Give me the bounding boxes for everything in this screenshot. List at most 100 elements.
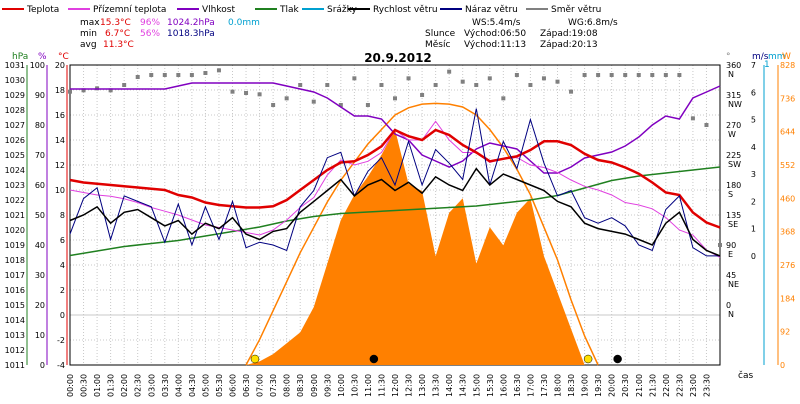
tick-label-hpa: 1018 [5, 256, 25, 265]
stats-min-temp: 6.7°C [105, 29, 130, 39]
x-tick-label: 18:00 [554, 374, 563, 397]
tick-label-direction: 270 [726, 121, 741, 130]
stats-min-press: 1018.3hPa [167, 29, 215, 39]
wind-direction-point [122, 83, 127, 87]
wind-direction-point [176, 73, 181, 77]
tick-label-direction-name: N [728, 70, 734, 79]
tick-label-speed: 7 [751, 61, 756, 70]
x-tick-label: 14:30 [459, 374, 468, 397]
wind-direction-point [81, 88, 86, 93]
wind-direction-point [284, 96, 289, 101]
tick-label-speed: 0 [751, 252, 756, 261]
tick-label-speed: 2 [751, 197, 756, 206]
moonset-marker [613, 354, 622, 364]
tick-label-hpa: 1022 [5, 196, 25, 205]
tick-label-hpa: 1020 [5, 226, 25, 235]
legend-label: Tlak [279, 5, 300, 15]
legend-label: Náraz větru [465, 5, 518, 15]
wind-direction-point [433, 83, 438, 87]
tick-label-hpa: 1011 [5, 361, 25, 370]
wind-direction-point [216, 68, 221, 73]
sunset-marker [583, 354, 593, 364]
tick-label-direction: 45 [726, 271, 736, 280]
x-tick-label: 21:00 [635, 374, 644, 397]
x-tick-label: 00:00 [66, 374, 75, 397]
tick-label-hpa: 1031 [5, 61, 25, 70]
tick-label-hpa: 1012 [5, 346, 25, 355]
wind-direction-point [257, 92, 262, 97]
tick-label-hpa: 1027 [5, 121, 25, 130]
stats-min-hum: 56% [140, 29, 160, 39]
tick-label-solar: 828 [780, 61, 795, 70]
x-tick-label: 23:00 [689, 374, 698, 397]
wind-direction-point [460, 79, 465, 84]
wind-direction-point [514, 73, 519, 77]
axis-hpa-label: hPa [12, 52, 28, 62]
tick-label-temp: 20 [55, 61, 65, 70]
x-tick-label: 04:00 [174, 374, 183, 397]
wind-direction-point [596, 73, 601, 77]
tick-label-temp: 16 [55, 111, 65, 120]
x-tick-label: 07:30 [269, 374, 278, 397]
tick-label-direction-name: N [728, 310, 734, 319]
wind-direction-point [487, 76, 492, 81]
series-humidity-line [70, 82, 721, 174]
tick-label-direction: 0 [726, 301, 731, 310]
sunrise-marker [250, 354, 260, 364]
x-tick-label: 12:30 [405, 374, 414, 397]
wind-direction-point [704, 123, 709, 127]
axis-rain-label: mm [768, 52, 786, 62]
x-tick-label: 02:00 [120, 374, 129, 397]
tick-label-speed: 4 [751, 143, 756, 152]
tick-label-hpa: 1028 [5, 106, 25, 115]
tick-label-direction-name: W [728, 130, 736, 139]
wind-direction-point [663, 73, 668, 77]
sun-set: Západ:19:08 [540, 29, 598, 39]
wind-sun-moon-block: WS:5.4m/s WG:6.8m/s Slunce Východ:06:50 … [425, 18, 618, 50]
x-tick-label: 06:00 [229, 374, 238, 397]
tick-label-hpa: 1026 [5, 136, 25, 145]
tick-label-humidity: 0 [40, 361, 45, 370]
wind-direction-point [677, 73, 682, 77]
tick-label-temp: 14 [55, 136, 65, 145]
wind-direction-point [271, 103, 276, 107]
x-tick-label: 15:30 [486, 374, 495, 397]
x-tick-label: 00:30 [80, 374, 89, 397]
axis-solar-label: W [782, 52, 791, 62]
legend-label: Srážky [327, 5, 358, 15]
wind-direction-point [555, 79, 560, 84]
tick-label-humidity: 80 [35, 121, 45, 130]
tick-label-speed: 5 [751, 116, 756, 125]
axis-direction-label: ° [726, 52, 731, 62]
x-tick-label: 18:30 [567, 374, 576, 397]
axis-temp-label: °C [58, 52, 69, 62]
tick-label-solar: 736 [780, 94, 795, 103]
x-tick-label: 22:00 [662, 374, 671, 397]
wind-direction-point [338, 103, 343, 107]
stats-min-label: min [80, 29, 97, 39]
wind-direction-point [203, 71, 208, 75]
tick-label-hpa: 1017 [5, 271, 25, 280]
tick-label-temp: 4 [60, 261, 65, 270]
wind-direction-point [447, 69, 452, 74]
wind-direction-point [244, 91, 249, 95]
tick-label-humidity: 40 [35, 241, 45, 250]
tick-label-hpa: 1019 [5, 241, 25, 250]
tick-label-hpa: 1021 [5, 211, 25, 220]
tick-label-temp: 2 [60, 286, 65, 295]
tick-label-hpa: 1030 [5, 76, 25, 85]
wind-direction-point [149, 73, 154, 77]
tick-label-hpa: 1015 [5, 301, 25, 310]
stats-max-rain: 0.0mm [228, 18, 260, 28]
wind-direction-point [582, 73, 587, 77]
x-tick-label: 05:00 [201, 374, 210, 397]
tick-label-humidity: 100 [30, 61, 45, 70]
x-tick-label: 14:00 [445, 374, 454, 397]
series-pressure-line [69, 166, 721, 257]
wind-direction-point [325, 83, 330, 87]
wind-direction-point [379, 83, 384, 87]
tick-label-temp: 10 [55, 186, 65, 195]
tick-label-hpa: 1013 [5, 331, 25, 340]
tick-label-humidity: 60 [35, 181, 45, 190]
